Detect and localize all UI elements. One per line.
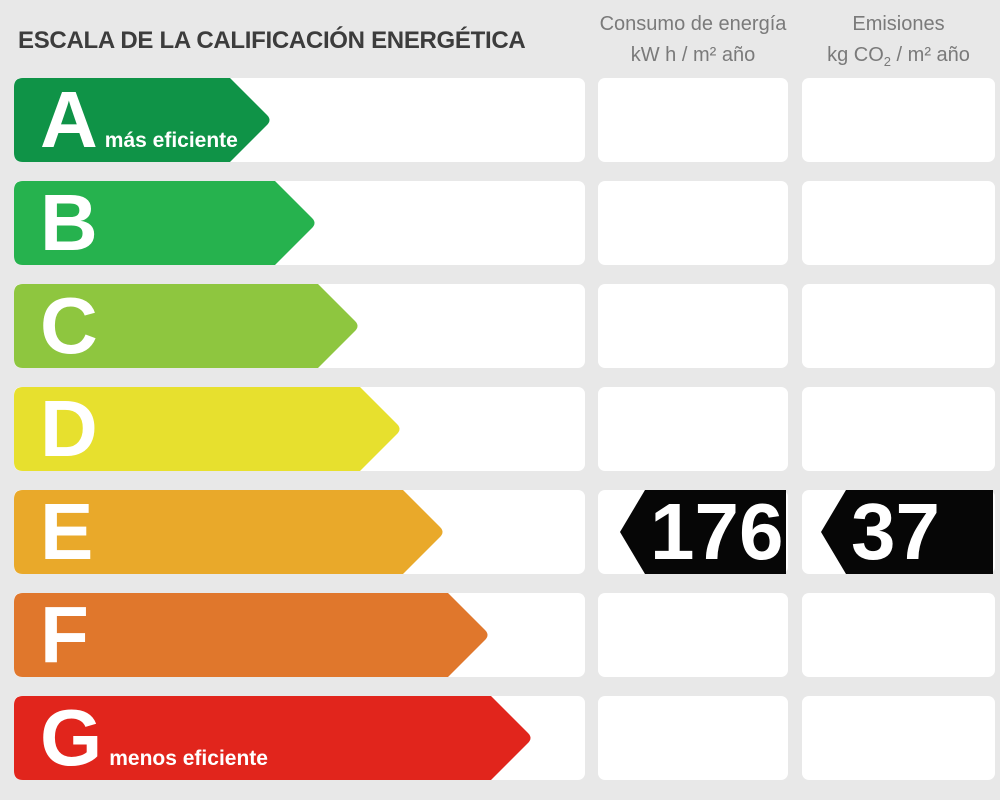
arrow-shape-icon bbox=[14, 181, 315, 265]
emisiones-cell bbox=[802, 387, 995, 471]
consumo-value-badge: 176 bbox=[620, 490, 786, 574]
consumo-cell bbox=[598, 284, 788, 368]
rating-letter: B bbox=[40, 178, 98, 267]
emisiones-header: Emisiones kg CO2 / m² año bbox=[792, 9, 1000, 77]
consumo-cell bbox=[598, 387, 788, 471]
emisiones-cell bbox=[802, 593, 995, 677]
rating-row-C: C bbox=[0, 284, 1000, 368]
emisiones-cell bbox=[802, 696, 995, 780]
efficiency-note: menos eficiente bbox=[109, 747, 268, 770]
consumo-value: 176 bbox=[650, 487, 784, 576]
rating-arrow-content: B bbox=[40, 181, 98, 265]
emisiones-unit-text: kg CO bbox=[827, 44, 884, 66]
emisiones-cell bbox=[802, 181, 995, 265]
arrow-shape-icon bbox=[14, 284, 358, 368]
consumo-header-title: Consumo de energía bbox=[599, 13, 787, 35]
rating-arrow-content: E bbox=[40, 490, 93, 574]
emisiones-unit-subscript: 2 bbox=[883, 54, 891, 69]
rating-letter: A bbox=[40, 75, 98, 164]
rating-arrow-content: C bbox=[40, 284, 98, 368]
consumo-cell bbox=[598, 181, 788, 265]
arrow-shape-icon bbox=[14, 696, 531, 780]
rating-arrow-B: B bbox=[14, 181, 317, 265]
arrow-shape-icon bbox=[14, 490, 443, 574]
rating-letter: D bbox=[40, 384, 98, 473]
rating-row-F: F bbox=[0, 593, 1000, 677]
emisiones-cell bbox=[802, 284, 995, 368]
emisiones-cell: 37 bbox=[802, 490, 995, 574]
scale-title: ESCALA DE LA CALIFICACIÓN ENERGÉTICA bbox=[18, 27, 526, 54]
rating-letter: E bbox=[40, 487, 94, 576]
rating-row-B: B bbox=[0, 181, 1000, 265]
rating-arrow-E: E bbox=[14, 490, 445, 574]
rating-letter: C bbox=[40, 281, 98, 370]
emisiones-unit-text-2: / m² año bbox=[891, 44, 970, 66]
emisiones-value-badge: 37 bbox=[821, 490, 993, 574]
consumo-header-unit: kW h / m² año bbox=[630, 44, 756, 66]
consumo-cell bbox=[598, 696, 788, 780]
arrow-shape-icon bbox=[14, 78, 270, 162]
consumo-cell bbox=[598, 78, 788, 162]
consumo-cell bbox=[598, 593, 788, 677]
emisiones-header-unit: kg CO2 / m² año bbox=[792, 40, 1000, 77]
emisiones-cell bbox=[802, 78, 995, 162]
rating-arrow-content: F bbox=[40, 593, 89, 677]
rating-row-E: E 176 37 bbox=[0, 490, 1000, 574]
rating-arrow-F: F bbox=[14, 593, 490, 677]
emisiones-value: 37 bbox=[851, 487, 940, 576]
rating-letter: F bbox=[40, 590, 89, 679]
rating-arrow-content: D bbox=[40, 387, 98, 471]
arrow-shape-icon bbox=[14, 593, 488, 677]
rating-letter: G bbox=[40, 693, 103, 782]
rating-row-D: D bbox=[0, 387, 1000, 471]
efficiency-note: más eficiente bbox=[104, 129, 238, 152]
rating-arrow-D: D bbox=[14, 387, 402, 471]
consumo-cell: 176 bbox=[598, 490, 788, 574]
consumo-header: Consumo de energía kW h / m² año bbox=[578, 9, 808, 71]
arrow-shape-icon bbox=[14, 387, 400, 471]
rating-arrow-C: C bbox=[14, 284, 360, 368]
emisiones-header-title: Emisiones bbox=[852, 13, 945, 35]
